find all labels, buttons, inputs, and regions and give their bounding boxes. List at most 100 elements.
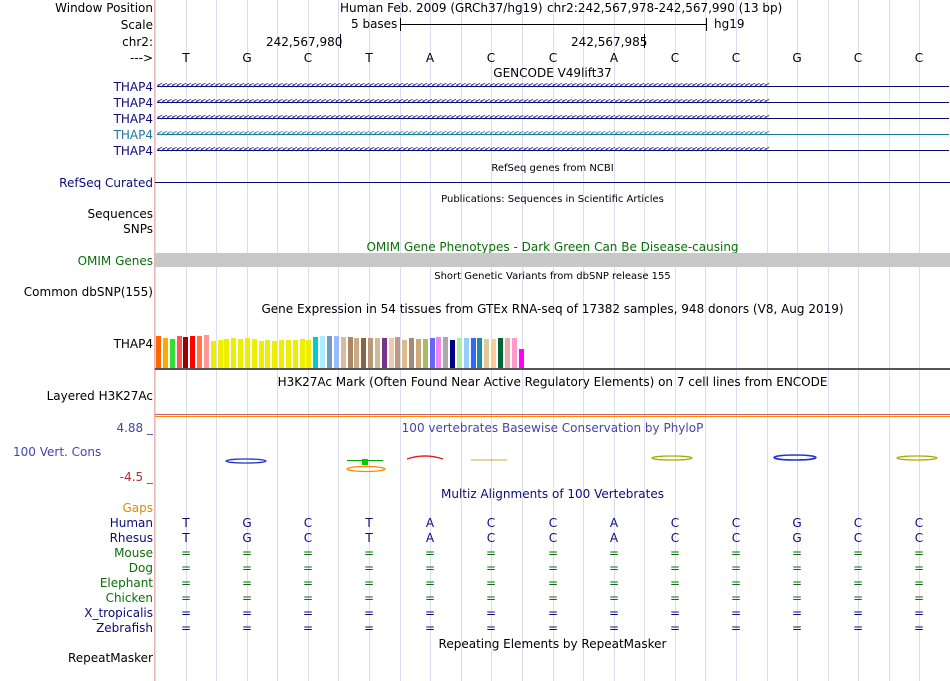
gencode-transcript-strand[interactable]: <<<<<<<<<<<<<<<<<<<<<<<<<<<<<<<<<<<<<<<<…	[157, 127, 949, 141]
gtex-tissue-bar[interactable]	[272, 341, 278, 368]
gtex-gene-label[interactable]: THAP4	[113, 337, 153, 351]
gtex-tissue-bar[interactable]	[251, 339, 257, 368]
gencode-transcript-label[interactable]: THAP4	[113, 96, 153, 110]
gtex-tissue-bar[interactable]	[292, 340, 298, 368]
repeatmasker-label[interactable]: RepeatMasker	[67, 651, 153, 665]
gtex-tissue-bar[interactable]	[299, 339, 305, 368]
multiz-alignment-row[interactable]: = = = = = = = = = = = = =	[0, 591, 950, 605]
gtex-tissue-bar[interactable]	[395, 337, 401, 368]
gtex-tissue-bar[interactable]	[176, 336, 182, 368]
omim-gene-bar[interactable]	[155, 253, 950, 267]
gtex-tissue-bar[interactable]	[265, 340, 271, 368]
multiz-species-label[interactable]: Elephant	[99, 576, 153, 590]
gtex-tissue-bar[interactable]	[361, 338, 367, 368]
multiz-alignment-row[interactable]: = = = = = = = = = = = = =	[0, 621, 950, 635]
gtex-tissue-bar[interactable]	[422, 339, 428, 368]
gtex-tissue-bar[interactable]	[333, 336, 339, 368]
multiz-alignment-row[interactable]: = = = = = = = = = = = = =	[0, 546, 950, 560]
refseq-gene-line[interactable]	[155, 182, 950, 183]
gtex-tissue-bar[interactable]	[381, 338, 387, 368]
gtex-tissue-bar[interactable]	[190, 336, 196, 368]
gtex-tissue-bar[interactable]	[491, 339, 497, 368]
gtex-tissue-bar[interactable]	[477, 338, 483, 368]
gencode-transcript-strand[interactable]: <<<<<<<<<<<<<<<<<<<<<<<<<<<<<<<<<<<<<<<<…	[157, 143, 949, 157]
gtex-tissue-bar[interactable]	[224, 339, 230, 368]
gencode-transcript-strand[interactable]: <<<<<<<<<<<<<<<<<<<<<<<<<<<<<<<<<<<<<<<<…	[157, 95, 949, 109]
multiz-alignment-row[interactable]: = = = = = = = = = = = = =	[0, 561, 950, 575]
multiz-species-label[interactable]: Mouse	[114, 546, 153, 560]
gencode-transcript-label[interactable]: THAP4	[113, 80, 153, 94]
refseq-curated-label[interactable]: RefSeq Curated	[59, 176, 153, 190]
alignment-base: =	[730, 561, 742, 575]
gtex-tissue-bar[interactable]	[450, 340, 456, 368]
gtex-tissue-bar[interactable]	[231, 338, 237, 368]
gtex-tissue-bar[interactable]	[285, 340, 291, 368]
multiz-species-label[interactable]: Dog	[128, 561, 153, 575]
gtex-tissue-bar[interactable]	[402, 340, 408, 368]
multiz-alignment-row[interactable]: = = = = = = = = = = = = =	[0, 606, 950, 620]
gtex-tissue-bar[interactable]	[470, 338, 476, 368]
multiz-species-label[interactable]: Zebrafish	[96, 621, 153, 635]
gtex-tissue-bar[interactable]	[443, 337, 449, 368]
phylop-graph[interactable]	[155, 448, 950, 478]
gtex-tissue-bar[interactable]	[388, 338, 394, 368]
base-letter: C	[914, 51, 924, 65]
gtex-tissue-bar[interactable]	[511, 338, 517, 368]
gtex-tissue-bar[interactable]	[162, 338, 168, 368]
gtex-tissue-bar[interactable]	[210, 341, 216, 368]
gtex-tissue-bar[interactable]	[313, 337, 319, 368]
gtex-tissue-bar[interactable]	[484, 339, 490, 368]
gtex-tissue-bar[interactable]	[354, 338, 360, 368]
gtex-tissue-bar[interactable]	[368, 338, 374, 368]
gtex-tissue-bar[interactable]	[347, 337, 353, 368]
gtex-tissue-bar[interactable]	[504, 338, 510, 368]
omim-genes-label[interactable]: OMIM Genes	[77, 254, 153, 268]
gtex-tissue-bar[interactable]	[320, 336, 326, 368]
gencode-transcript-strand[interactable]: <<<<<<<<<<<<<<<<<<<<<<<<<<<<<<<<<<<<<<<<…	[157, 79, 949, 93]
multiz-species-label[interactable]: X_tropicalis	[84, 606, 153, 620]
gencode-transcript-label[interactable]: THAP4	[113, 112, 153, 126]
gtex-tissue-bar[interactable]	[217, 340, 223, 368]
multiz-species-label[interactable]: Chicken	[105, 591, 153, 605]
gtex-tissue-bar[interactable]	[456, 338, 462, 368]
alignment-base: C	[548, 531, 558, 545]
gtex-tissue-bar[interactable]	[183, 337, 189, 368]
multiz-gaps-label[interactable]: Gaps	[122, 501, 153, 515]
dbsnp-label[interactable]: Common dbSNP(155)	[23, 285, 153, 299]
gtex-expression-bars[interactable]	[155, 317, 555, 368]
gtex-tissue-bar[interactable]	[238, 339, 244, 368]
gtex-tissue-bar[interactable]	[429, 338, 435, 368]
alignment-base: =	[241, 606, 253, 620]
gtex-tissue-bar[interactable]	[306, 340, 312, 368]
multiz-species-label[interactable]: Rhesus	[109, 531, 153, 545]
publications-snps-label[interactable]: SNPs	[123, 222, 153, 236]
gtex-tissue-bar[interactable]	[156, 336, 161, 368]
gtex-tissue-bar[interactable]	[340, 337, 346, 368]
phylop-label[interactable]: 100 Vert. Cons	[13, 445, 102, 459]
gtex-tissue-bar[interactable]	[518, 349, 524, 368]
gencode-transcript-strand[interactable]: <<<<<<<<<<<<<<<<<<<<<<<<<<<<<<<<<<<<<<<<…	[157, 111, 949, 125]
gtex-tissue-bar[interactable]	[415, 339, 421, 368]
gtex-tissue-bar[interactable]	[498, 338, 503, 368]
gtex-tissue-bar[interactable]	[436, 337, 442, 368]
alignment-base: =	[669, 591, 681, 605]
gtex-tissue-bar[interactable]	[244, 338, 250, 368]
gtex-tissue-bar[interactable]	[409, 338, 415, 368]
multiz-alignment-row[interactable]: = = = = = = = = = = = = =	[0, 576, 950, 590]
h3k27ac-label[interactable]: Layered H3K27Ac	[46, 389, 153, 403]
gtex-tissue-bar[interactable]	[197, 336, 203, 368]
gtex-tissue-bar[interactable]	[374, 338, 380, 368]
gtex-tissue-bar[interactable]	[169, 339, 175, 368]
gencode-transcript-label[interactable]: THAP4	[113, 128, 153, 142]
gtex-tissue-bar[interactable]	[203, 335, 209, 368]
gtex-tissue-bar[interactable]	[327, 336, 332, 368]
gtex-tissue-bar[interactable]	[463, 338, 469, 368]
gencode-transcript-label[interactable]: THAP4	[113, 144, 153, 158]
gtex-tissue-bar[interactable]	[258, 341, 264, 368]
multiz-species-label[interactable]: Human	[109, 516, 153, 530]
publications-sequences-label[interactable]: Sequences	[87, 207, 153, 221]
gtex-tissue-bar[interactable]	[279, 340, 285, 368]
